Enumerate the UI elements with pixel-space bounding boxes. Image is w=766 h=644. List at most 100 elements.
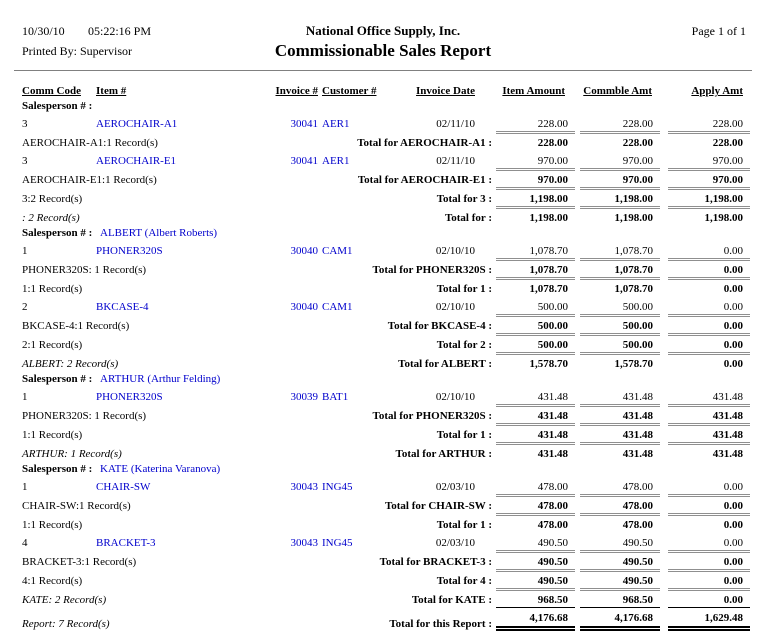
total-commble-amt-value: 500.00 <box>580 314 660 333</box>
print-date: 10/30/10 <box>22 24 65 38</box>
customer-link[interactable]: AER1 <box>322 155 350 167</box>
column-header-customer: Customer # <box>322 85 377 97</box>
column-header-comm-code: Comm Code <box>22 85 81 97</box>
total-item-amount-value: 1,198.00 <box>496 187 575 206</box>
column-header-item: Item # <box>96 85 127 97</box>
total-item-amount-value: 500.00 <box>496 333 575 352</box>
total-apply-amt-value: 1,198.00 <box>668 206 750 225</box>
invoice-date-value: 02/10/10 <box>435 391 475 403</box>
comm-code-value: 1 <box>22 391 28 403</box>
item-link[interactable]: CHAIR-SW <box>96 481 151 493</box>
total-label: Total for AEROCHAIR-A1 : <box>357 137 492 149</box>
invoice-link[interactable]: 30040 <box>290 301 319 313</box>
total-commble-amt-value: 431.48 <box>580 423 660 442</box>
total-item-amount-value: 1,198.00 <box>496 206 575 225</box>
apply-amt-value: 0.00 <box>723 481 743 493</box>
item-link[interactable]: BRACKET-3 <box>96 537 156 549</box>
total-label: Total for 3 : <box>436 193 492 205</box>
column-header-item-amount: Item Amount <box>502 85 565 97</box>
item-link[interactable]: PHONER320S <box>96 245 163 257</box>
total-label: Total for AEROCHAIR-E1 : <box>357 174 492 186</box>
item-link[interactable]: BKCASE-4 <box>96 301 149 313</box>
apply-amt-value: 0.00 <box>723 245 743 257</box>
column-header-invoice-date: Invoice Date <box>416 85 475 97</box>
item-amount-value: 478.00 <box>537 481 568 493</box>
total-row: 1:1 Record(s) Total for 1 : 431.48 431.48 43… <box>0 423 766 442</box>
record-count-label: 1:1 Record(s) <box>22 283 83 295</box>
total-label: Total for ARTHUR : <box>395 448 492 460</box>
total-apply-amt-value: 0.00 <box>668 277 750 296</box>
customer-link[interactable]: ING45 <box>322 481 353 493</box>
total-item-amount-value: 478.00 <box>496 513 575 532</box>
invoice-link[interactable]: 30041 <box>290 118 319 130</box>
salesperson-link[interactable]: KATE (Katerina Varanova) <box>100 463 221 475</box>
total-apply-amt-value: 0.00 <box>668 352 750 371</box>
invoice-date-value: 02/11/10 <box>436 118 475 130</box>
total-apply-amt-value: 0.00 <box>668 569 750 588</box>
total-item-amount-value: 431.48 <box>496 404 575 423</box>
total-apply-amt-value: 431.48 <box>668 423 750 442</box>
total-label: Total for 1 : <box>436 429 492 441</box>
record-count-label: 4:1 Record(s) <box>22 575 83 587</box>
customer-link[interactable]: CAM1 <box>322 245 353 257</box>
comm-code-value: 1 <box>22 481 28 493</box>
total-apply-amt-value: 0.00 <box>668 314 750 333</box>
invoice-link[interactable]: 30043 <box>290 537 319 549</box>
record-count-label: 1:1 Record(s) <box>22 429 83 441</box>
invoice-link[interactable]: 30043 <box>290 481 319 493</box>
total-commble-amt-value: 431.48 <box>580 442 660 461</box>
total-apply-amt-value: 1,629.48 <box>668 607 750 631</box>
item-amount-value: 1,078.70 <box>529 245 569 257</box>
total-apply-amt-value: 1,198.00 <box>668 187 750 206</box>
total-label: Total for ALBERT : <box>398 358 492 370</box>
salesperson-header-row: Salesperson # : KATE (Katerina Varanova) <box>0 461 766 476</box>
invoice-date-value: 02/11/10 <box>436 155 475 167</box>
customer-link[interactable]: BAT1 <box>322 391 349 403</box>
customer-link[interactable]: ING45 <box>322 537 353 549</box>
total-row: 2:1 Record(s) Total for 2 : 500.00 500.00 0.… <box>0 333 766 352</box>
comm-code-value: 4 <box>22 537 28 549</box>
total-item-amount-value: 4,176.68 <box>496 607 575 631</box>
column-header-row: Comm Code Item # Invoice # Customer # In… <box>0 80 766 98</box>
commble-amt-value: 228.00 <box>622 118 653 130</box>
item-link[interactable]: AEROCHAIR-E1 <box>96 155 177 167</box>
total-apply-amt-value: 431.48 <box>668 442 750 461</box>
commble-amt-value: 1,078.70 <box>614 245 654 257</box>
item-link[interactable]: AEROCHAIR-A1 <box>96 118 178 130</box>
salesperson-link[interactable]: ARTHUR (Arthur Felding) <box>100 373 221 385</box>
salesperson-link[interactable]: ALBERT (Albert Roberts) <box>100 227 218 239</box>
record-count-label: AEROCHAIR-E1:1 Record(s) <box>22 174 157 186</box>
record-count-label: PHONER320S: 1 Record(s) <box>22 410 147 422</box>
salesperson-header-row: Salesperson # : ARTHUR (Arthur Felding) <box>0 371 766 386</box>
detail-row: 1 PHONER320S 30040 CAM1 02/10/10 1,078.70 1,07… <box>0 240 766 258</box>
report-rows: Salesperson # :3 AEROCHAIR-A1 30041 AER1 02/… <box>0 98 766 631</box>
total-label: Total for PHONER320S : <box>372 264 492 276</box>
report-title: Commissionable Sales Report <box>274 41 492 60</box>
total-commble-amt-value: 1,078.70 <box>580 277 660 296</box>
invoice-link[interactable]: 30039 <box>290 391 319 403</box>
total-commble-amt-value: 1,578.70 <box>580 352 660 371</box>
customer-link[interactable]: AER1 <box>322 118 350 130</box>
invoice-link[interactable]: 30041 <box>290 155 319 167</box>
item-amount-value: 431.48 <box>537 391 568 403</box>
item-link[interactable]: PHONER320S <box>96 391 163 403</box>
commble-amt-value: 431.48 <box>622 391 653 403</box>
invoice-link[interactable]: 30040 <box>290 245 319 257</box>
detail-row: 1 PHONER320S 30039 BAT1 02/10/10 431.48 431.48… <box>0 386 766 404</box>
comm-code-value: 1 <box>22 245 28 257</box>
total-row: ARTHUR: 1 Record(s) Total for ARTHUR : 431… <box>0 442 766 461</box>
total-item-amount-value: 431.48 <box>496 423 575 442</box>
total-label: Total for CHAIR-SW : <box>384 500 492 512</box>
total-row: ALBERT: 2 Record(s) Total for ALBERT : 1,5… <box>0 352 766 371</box>
total-commble-amt-value: 4,176.68 <box>580 607 660 631</box>
record-count-label: KATE: 2 Record(s) <box>22 594 107 606</box>
customer-link[interactable]: CAM1 <box>322 301 353 313</box>
comm-code-value: 2 <box>22 301 28 313</box>
total-apply-amt-value: 0.00 <box>668 494 750 513</box>
print-time: 05:22:16 PM <box>88 24 152 38</box>
total-row: PHONER320S: 1 Record(s) Total for PHONER3… <box>0 258 766 277</box>
column-header-commble-amt: Commble Amt <box>583 85 652 97</box>
record-count-label: ALBERT: 2 Record(s) <box>22 358 119 370</box>
detail-row: 2 BKCASE-4 30040 CAM1 02/10/10 500.00 500.00 0.… <box>0 296 766 314</box>
total-item-amount-value: 431.48 <box>496 442 575 461</box>
